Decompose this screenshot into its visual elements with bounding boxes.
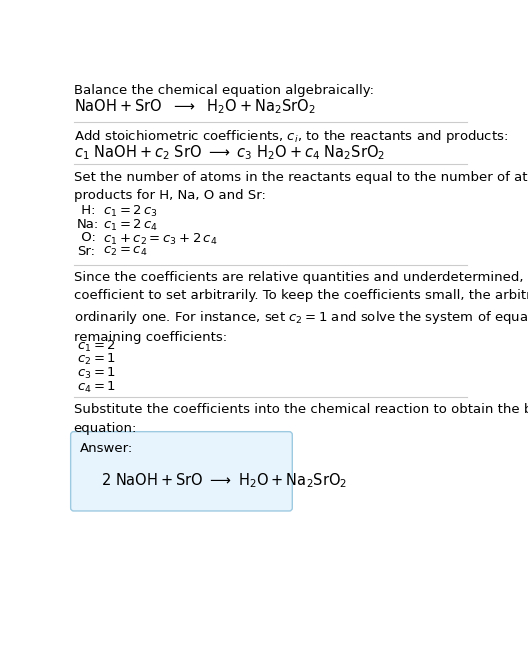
Text: $c_2 = c_4$: $c_2 = c_4$ [103,245,148,258]
Text: Set the number of atoms in the reactants equal to the number of atoms in the
pro: Set the number of atoms in the reactants… [74,171,528,202]
Text: Sr:: Sr: [77,245,95,258]
Text: $c_3 = 1$: $c_3 = 1$ [77,366,116,381]
Text: $c_2 = 1$: $c_2 = 1$ [77,352,116,368]
Text: Na:: Na: [77,218,99,231]
Text: $c_1 = 2\,c_4$: $c_1 = 2\,c_4$ [103,218,158,233]
Text: $c_1 + c_2 = c_3 + 2\,c_4$: $c_1 + c_2 = c_3 + 2\,c_4$ [103,231,218,246]
Text: H:: H: [77,203,96,216]
Text: Balance the chemical equation algebraically:: Balance the chemical equation algebraica… [74,84,374,97]
Text: $\mathregular{NaOH + SrO}\ \ \longrightarrow\ \ \mathregular{H_2O + Na_2SrO_2}$: $\mathregular{NaOH + SrO}\ \ \longrighta… [74,98,316,116]
Text: Since the coefficients are relative quantities and underdetermined, choose a
coe: Since the coefficients are relative quan… [74,271,528,344]
Text: O:: O: [77,231,96,244]
Text: $c_1 = 2\,c_3$: $c_1 = 2\,c_3$ [103,203,158,219]
Text: $2\ \mathregular{NaOH + SrO}\ \longrightarrow\ \mathregular{H_2O + Na_2SrO_2}$: $2\ \mathregular{NaOH + SrO}\ \longright… [101,471,347,490]
Text: Answer:: Answer: [80,443,133,456]
FancyBboxPatch shape [71,432,293,511]
Text: Add stoichiometric coefficients, $c_i$, to the reactants and products:: Add stoichiometric coefficients, $c_i$, … [74,128,508,145]
Text: $c_4 = 1$: $c_4 = 1$ [77,380,116,395]
Text: $c_1 = 2$: $c_1 = 2$ [77,338,116,353]
Text: Substitute the coefficients into the chemical reaction to obtain the balanced
eq: Substitute the coefficients into the che… [74,403,528,435]
Text: $c_1\ \mathregular{NaOH} + c_2\ \mathregular{SrO}\ \longrightarrow\ c_3\ \mathre: $c_1\ \mathregular{NaOH} + c_2\ \mathreg… [74,143,385,162]
